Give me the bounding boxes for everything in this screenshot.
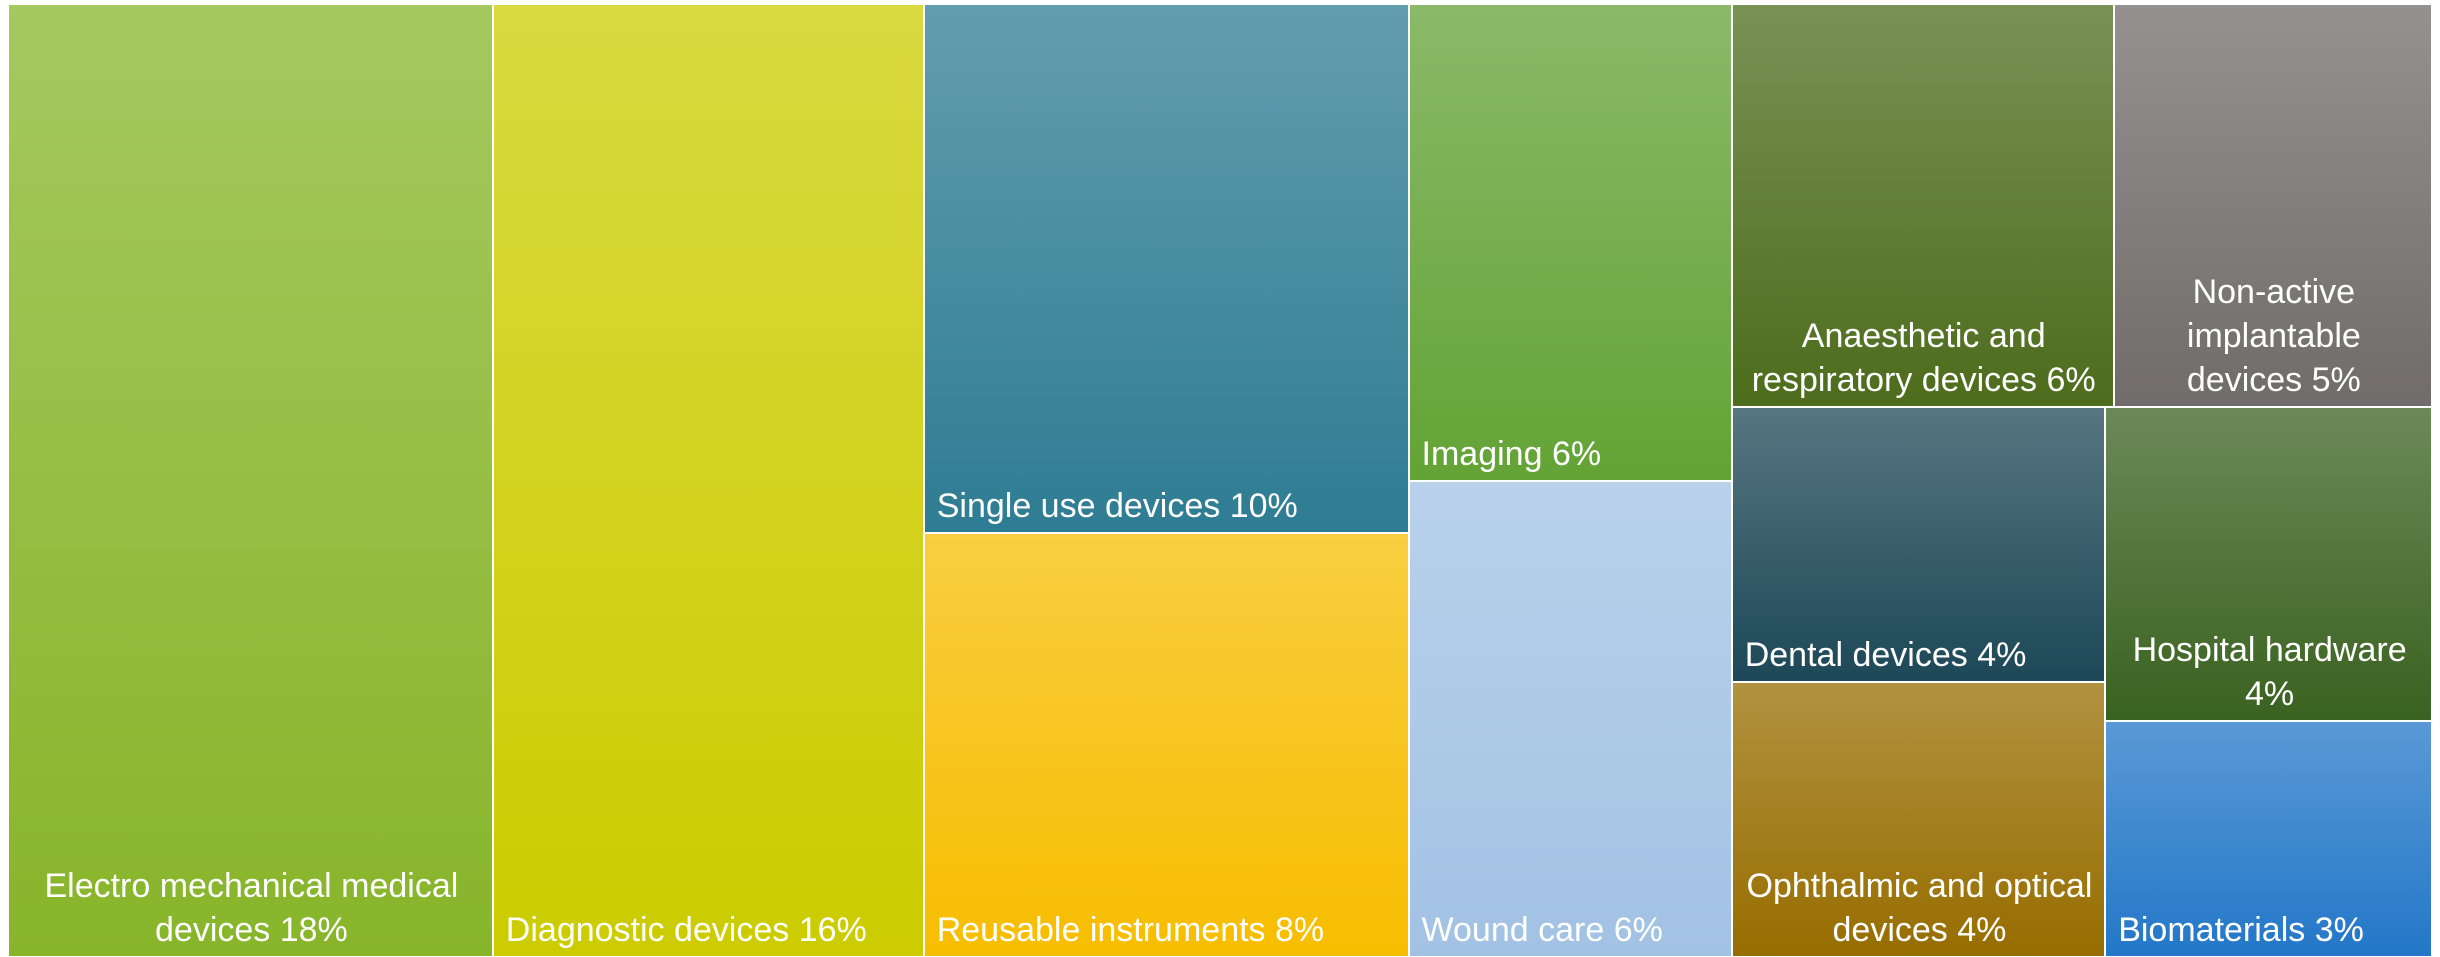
- category-name: Electro mechanical medical devices: [44, 867, 459, 949]
- tile-label: Hospital hardware 4%: [2106, 628, 2431, 720]
- category-name: Hospital hardware: [2132, 631, 2407, 670]
- category-name: Non-active implantable devices: [2186, 273, 2361, 400]
- tile-label: Imaging 6%: [1410, 432, 1731, 480]
- tile: Non-active implantable devices 5%: [2113, 4, 2432, 408]
- category-name: Dental devices: [1744, 636, 1968, 675]
- category-name: Imaging: [1421, 434, 1543, 473]
- category-name: Ophthalmic and optical devices: [1746, 866, 2093, 949]
- value-label: 16%: [798, 911, 867, 949]
- value-label: 3%: [2314, 910, 2364, 949]
- value-label: 5%: [2311, 361, 2361, 400]
- value-label: 8%: [1275, 910, 1325, 949]
- value-label: 4%: [2245, 675, 2295, 714]
- category-name: Diagnostic devices: [505, 911, 790, 949]
- category-name: Biomaterials: [2118, 910, 2306, 949]
- category-name: Anaesthetic and respiratory devices: [1751, 317, 2046, 400]
- category-name: Wound care: [1421, 911, 1605, 949]
- tile-label: Anaesthetic and respiratory devices 6%: [1733, 314, 2113, 406]
- tile-label: Ophthalmic and optical devices 4%: [1733, 864, 2104, 956]
- tile-label: Diagnostic devices 16%: [494, 908, 923, 956]
- value-label: 6%: [1613, 911, 1663, 949]
- tile-label: Electro mechanical medical devices 18%: [9, 864, 492, 956]
- value-label: 4%: [1977, 636, 2027, 675]
- tile: Biomaterials 3%: [2105, 721, 2432, 957]
- tile: Single use devices 10%: [923, 4, 1409, 534]
- tile-label: Reusable instruments 8%: [925, 908, 1408, 956]
- tile-label: Dental devices 4%: [1733, 633, 2104, 681]
- category-name: Reusable instruments: [936, 910, 1266, 949]
- tile-label: Non-active implantable devices 5%: [2115, 270, 2431, 406]
- tile-label: Wound care 6%: [1410, 908, 1731, 956]
- tile: Reusable instruments 8%: [923, 533, 1409, 957]
- tile-label: Biomaterials 3%: [2106, 908, 2431, 956]
- value-label: 4%: [1957, 910, 2007, 949]
- value-label: 18%: [279, 911, 348, 949]
- value-label: 6%: [2046, 361, 2096, 400]
- tile: Wound care 6%: [1408, 480, 1732, 957]
- category-name: Single use devices: [936, 487, 1221, 526]
- tile: Diagnostic devices 16%: [492, 4, 924, 957]
- value-label: 6%: [1551, 434, 1602, 473]
- tile: Electro mechanical medical devices 18%: [8, 4, 493, 957]
- tile: Ophthalmic and optical devices 4%: [1731, 682, 2106, 957]
- tile: Hospital hardware 4%: [2105, 407, 2432, 722]
- tile: Anaesthetic and respiratory devices 6%: [1731, 4, 2114, 408]
- tile: Imaging 6%: [1408, 4, 1732, 481]
- value-label: 10%: [1229, 487, 1298, 526]
- tile-label: Single use devices 10%: [925, 484, 1408, 532]
- tile: Dental devices 4%: [1731, 407, 2106, 683]
